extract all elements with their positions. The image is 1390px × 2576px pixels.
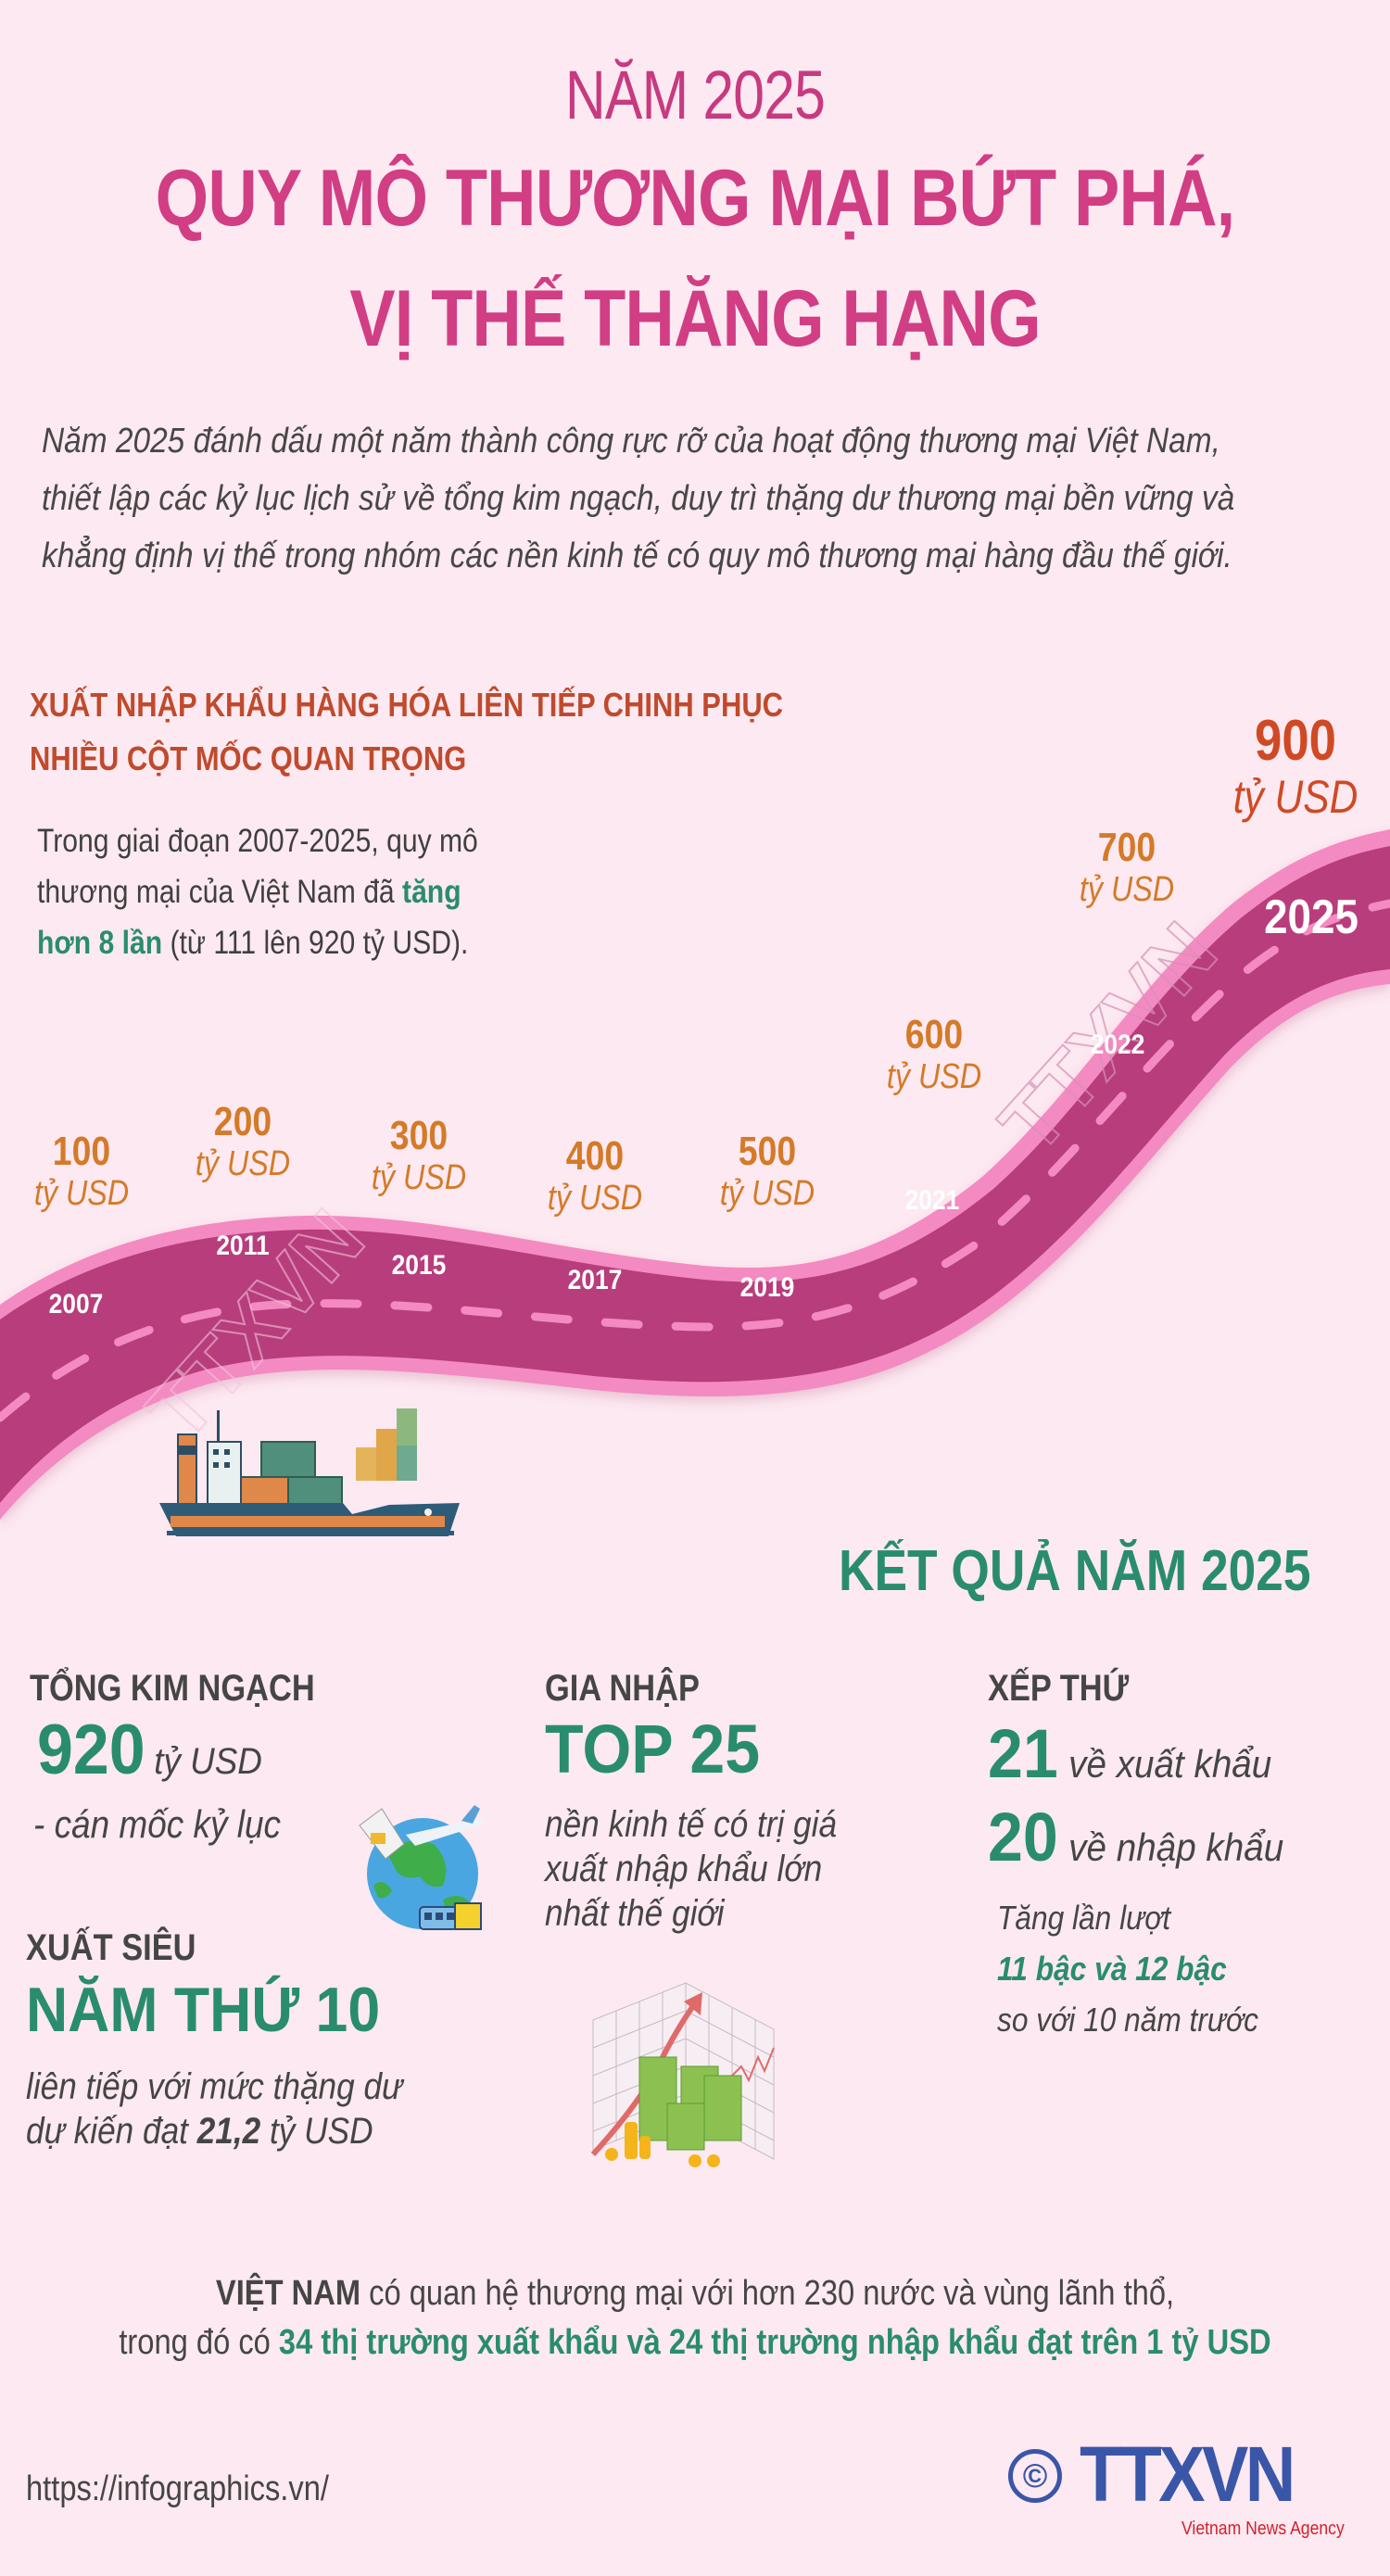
period-text-line-1: Trong giai đoạn 2007-2025, quy mô	[37, 823, 478, 859]
year-2021: 2021	[904, 1185, 960, 1216]
join-desc: nền kinh tế có trị giá xuất nhập khẩu lớ…	[545, 1804, 838, 1934]
ttxvn-logo-subtitle: Vietnam News Agency	[1182, 2519, 1345, 2539]
growth-highlight-2: hơn 8 lần	[37, 925, 163, 961]
rank-increase: Tăng lần lượt 11 bậc và 12 bậc so với 10…	[997, 1899, 1258, 2039]
milestone-200: 200 tỷ USD	[195, 1099, 291, 1184]
title-line-2: VỊ THẾ THĂNG HẠNG	[349, 274, 1041, 363]
surplus-amount: 21,2	[196, 2111, 261, 2152]
year-2025: 2025	[1264, 890, 1358, 944]
surplus-desc: liên tiếp với mức thặng dư dự kiến đạt 2…	[26, 2066, 403, 2152]
ttxvn-logo: TTXVN	[1080, 2431, 1295, 2518]
source-url-link[interactable]: https://infographics.vn/	[26, 2469, 329, 2508]
subtitle: NĂM 2025	[564, 57, 826, 133]
period-text: Trong giai đoạn 2007-2025, quy mô thương…	[37, 815, 478, 968]
intro-line-2: thiết lập các kỷ lục lịch sử về tổng kim…	[42, 479, 1235, 518]
milestones-heading-line-1: XUẤT NHẬP KHẨU HÀNG HÓA LIÊN TIẾP CHINH …	[30, 686, 784, 724]
footer-line-2: trong đó có 34 thị trường xuất khẩu và 2…	[119, 2323, 1271, 2362]
rank-increase-highlight: 11 bậc và 12 bậc	[997, 1950, 1227, 1988]
year-2017: 2017	[567, 1265, 623, 1295]
milestone-900: 900 tỷ USD	[1232, 709, 1358, 824]
milestone-700: 700 tỷ USD	[1079, 825, 1175, 910]
milestone-100: 100 tỷ USD	[33, 1129, 130, 1214]
year-2019: 2019	[739, 1272, 795, 1303]
year-2022: 2022	[1090, 1029, 1145, 1060]
join-value: TOP 25	[545, 1711, 761, 1787]
export-rank-label: về xuất khẩu	[1068, 1742, 1272, 1786]
milestone-600: 600 tỷ USD	[886, 1012, 982, 1097]
year-2011: 2011	[216, 1231, 270, 1261]
footer-line-1: VIỆT NAM có quan hệ thương mại với hơn 2…	[215, 2274, 1175, 2313]
year-2007: 2007	[48, 1289, 104, 1320]
import-rank-label: về nhập khẩu	[1068, 1825, 1284, 1869]
milestones-heading-line-2: NHIỀU CỘT MỐC QUAN TRỌNG	[30, 739, 467, 777]
total-value-block: 920 tỷ USD	[37, 1710, 262, 1790]
copyright-icon: ©	[1008, 2449, 1062, 2503]
export-rank-row: 21 về xuất khẩu	[988, 1714, 1271, 1793]
total-unit: tỷ USD	[154, 1741, 262, 1782]
title-line-1: QUY MÔ THƯƠNG MẠI BỨT PHÁ,	[155, 154, 1236, 243]
growth-highlight: tăng	[402, 874, 461, 910]
export-rank: 21	[988, 1715, 1058, 1792]
surplus-value: NĂM THỨ 10	[26, 1975, 381, 2045]
intro-line-3: khẳng định vị thế trong nhóm các nền kin…	[42, 537, 1232, 575]
period-text-line-2: thương mại của Việt Nam đã tăng	[37, 874, 461, 910]
join-label: GIA NHẬP	[545, 1668, 700, 1709]
total-value: 920	[37, 1711, 145, 1789]
milestone-300: 300 tỷ USD	[371, 1113, 467, 1198]
period-text-line-3: hơn 8 lần (từ 111 lên 920 tỷ USD).	[37, 925, 469, 961]
money-growth-chart-icon	[590, 1982, 775, 2167]
milestone-400: 400 tỷ USD	[547, 1133, 643, 1219]
intro-line-1: Năm 2025 đánh dấu một năm thành công rực…	[42, 422, 1220, 461]
milestones-heading: XUẤT NHẬP KHẨU HÀNG HÓA LIÊN TIẾP CHINH …	[30, 678, 783, 786]
year-2015: 2015	[391, 1250, 447, 1281]
import-rank: 20	[988, 1799, 1058, 1875]
road-surface	[0, 846, 1390, 1503]
globe-transport-icon	[359, 1805, 486, 1930]
import-rank-row: 20 về nhập khẩu	[988, 1798, 1283, 1876]
surplus-label: XUẤT SIÊU	[26, 1927, 196, 1968]
total-note: - cán mốc kỷ lục	[33, 1802, 282, 1846]
cargo-ship-icon	[159, 1408, 460, 1536]
rank-label: XẾP THỨ	[988, 1668, 1130, 1709]
total-label: TỔNG KIM NGẠCH	[30, 1668, 315, 1709]
results-title: KẾT QUẢ NĂM 2025	[839, 1539, 1311, 1603]
milestone-500: 500 tỷ USD	[719, 1129, 815, 1214]
intro-paragraph: Năm 2025 đánh dấu một năm thành công rực…	[42, 412, 1363, 585]
